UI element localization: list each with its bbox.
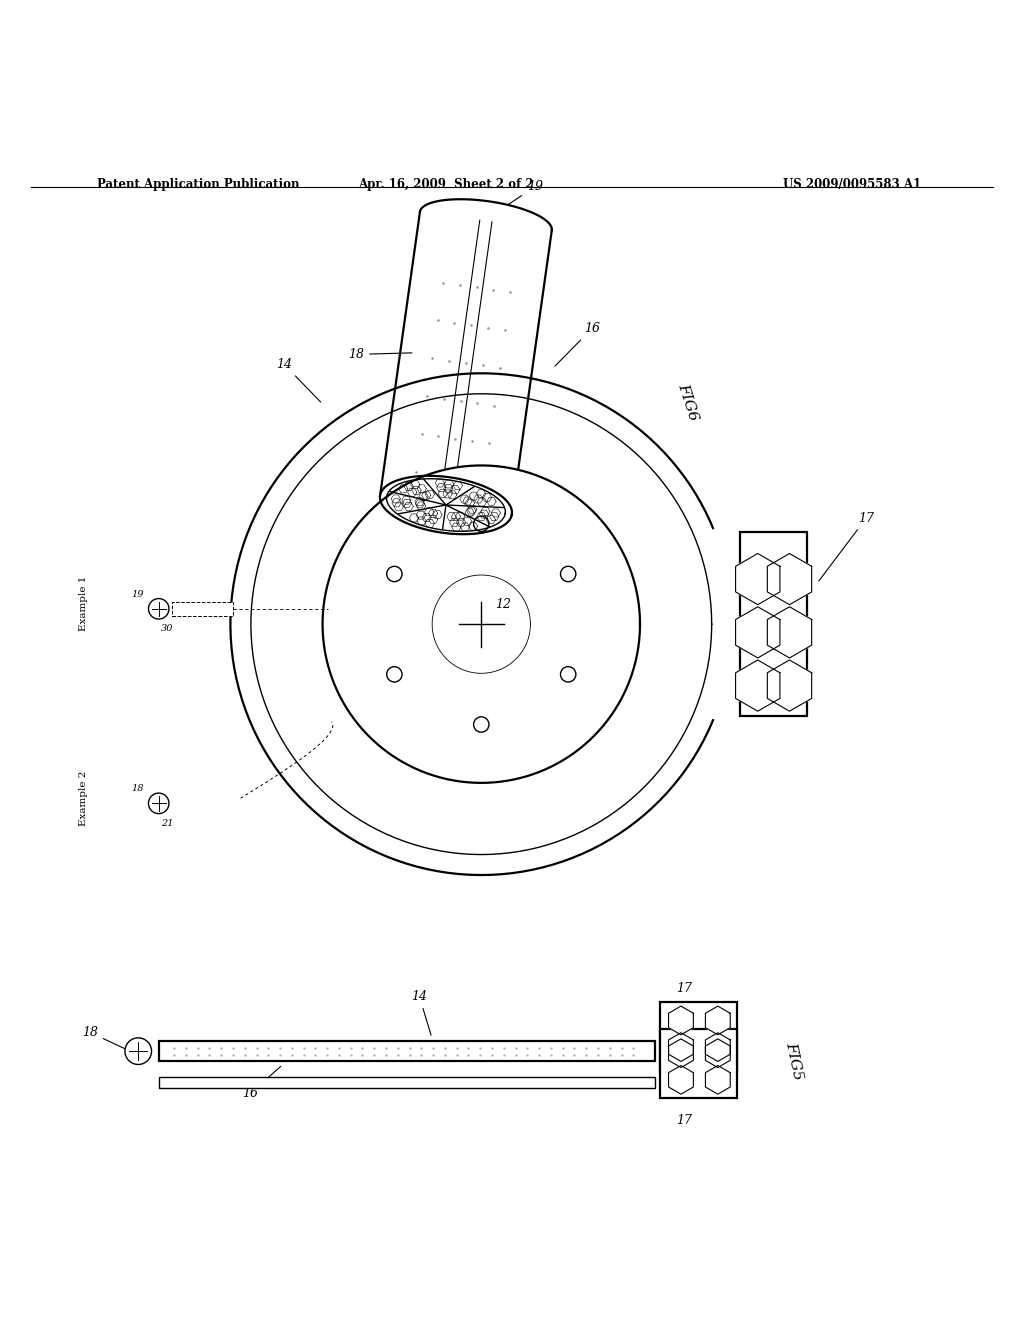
Text: 19: 19 [494, 181, 543, 214]
Polygon shape [767, 607, 812, 657]
Polygon shape [669, 1032, 693, 1061]
Polygon shape [706, 1039, 730, 1068]
Polygon shape [230, 374, 732, 875]
Polygon shape [669, 1039, 693, 1068]
Text: 17: 17 [819, 512, 874, 581]
Polygon shape [735, 660, 780, 711]
Polygon shape [706, 1006, 730, 1035]
Text: Example 2: Example 2 [80, 771, 88, 826]
Bar [660, 1028, 737, 1098]
Text: 18: 18 [82, 1026, 128, 1049]
Text: 17: 17 [676, 1114, 692, 1127]
Polygon shape [380, 475, 512, 535]
Text: 14: 14 [276, 358, 321, 403]
Bar [159, 1077, 655, 1088]
Text: FIG4: FIG4 [783, 607, 805, 648]
Polygon shape [706, 1032, 730, 1061]
Text: 18: 18 [348, 348, 412, 360]
Bar [172, 602, 233, 616]
Text: 30: 30 [161, 624, 173, 634]
Text: 17: 17 [676, 982, 692, 995]
Text: 22: 22 [445, 471, 462, 484]
Text: 22: 22 [522, 461, 539, 474]
Text: FIG5: FIG5 [783, 1040, 805, 1081]
Polygon shape [669, 1065, 693, 1094]
Polygon shape [420, 199, 552, 230]
Text: 16: 16 [242, 1067, 281, 1101]
Text: 19: 19 [131, 590, 143, 598]
Text: 18: 18 [131, 784, 143, 793]
Bar [159, 1041, 655, 1061]
Text: 16: 16 [555, 322, 600, 366]
Polygon shape [767, 660, 812, 711]
Text: Apr. 16, 2009  Sheet 2 of 2: Apr. 16, 2009 Sheet 2 of 2 [357, 178, 534, 190]
Text: US 2009/0095583 A1: US 2009/0095583 A1 [783, 178, 922, 190]
Text: Patent Application Publication: Patent Application Publication [97, 178, 300, 190]
Polygon shape [767, 553, 812, 605]
Polygon shape [735, 553, 780, 605]
Polygon shape [735, 607, 780, 657]
Text: 12: 12 [496, 598, 512, 611]
Text: 14: 14 [412, 990, 431, 1035]
Text: FIG6: FIG6 [676, 381, 701, 422]
Text: 22: 22 [573, 425, 590, 438]
Text: Example 1: Example 1 [80, 576, 88, 631]
Circle shape [148, 598, 169, 619]
Polygon shape [706, 1065, 730, 1094]
Polygon shape [669, 1006, 693, 1035]
Polygon shape [323, 466, 640, 783]
Circle shape [125, 1038, 152, 1064]
Circle shape [148, 793, 169, 813]
Bar [660, 1002, 737, 1072]
Text: 21: 21 [161, 818, 173, 828]
Bar [740, 532, 807, 717]
